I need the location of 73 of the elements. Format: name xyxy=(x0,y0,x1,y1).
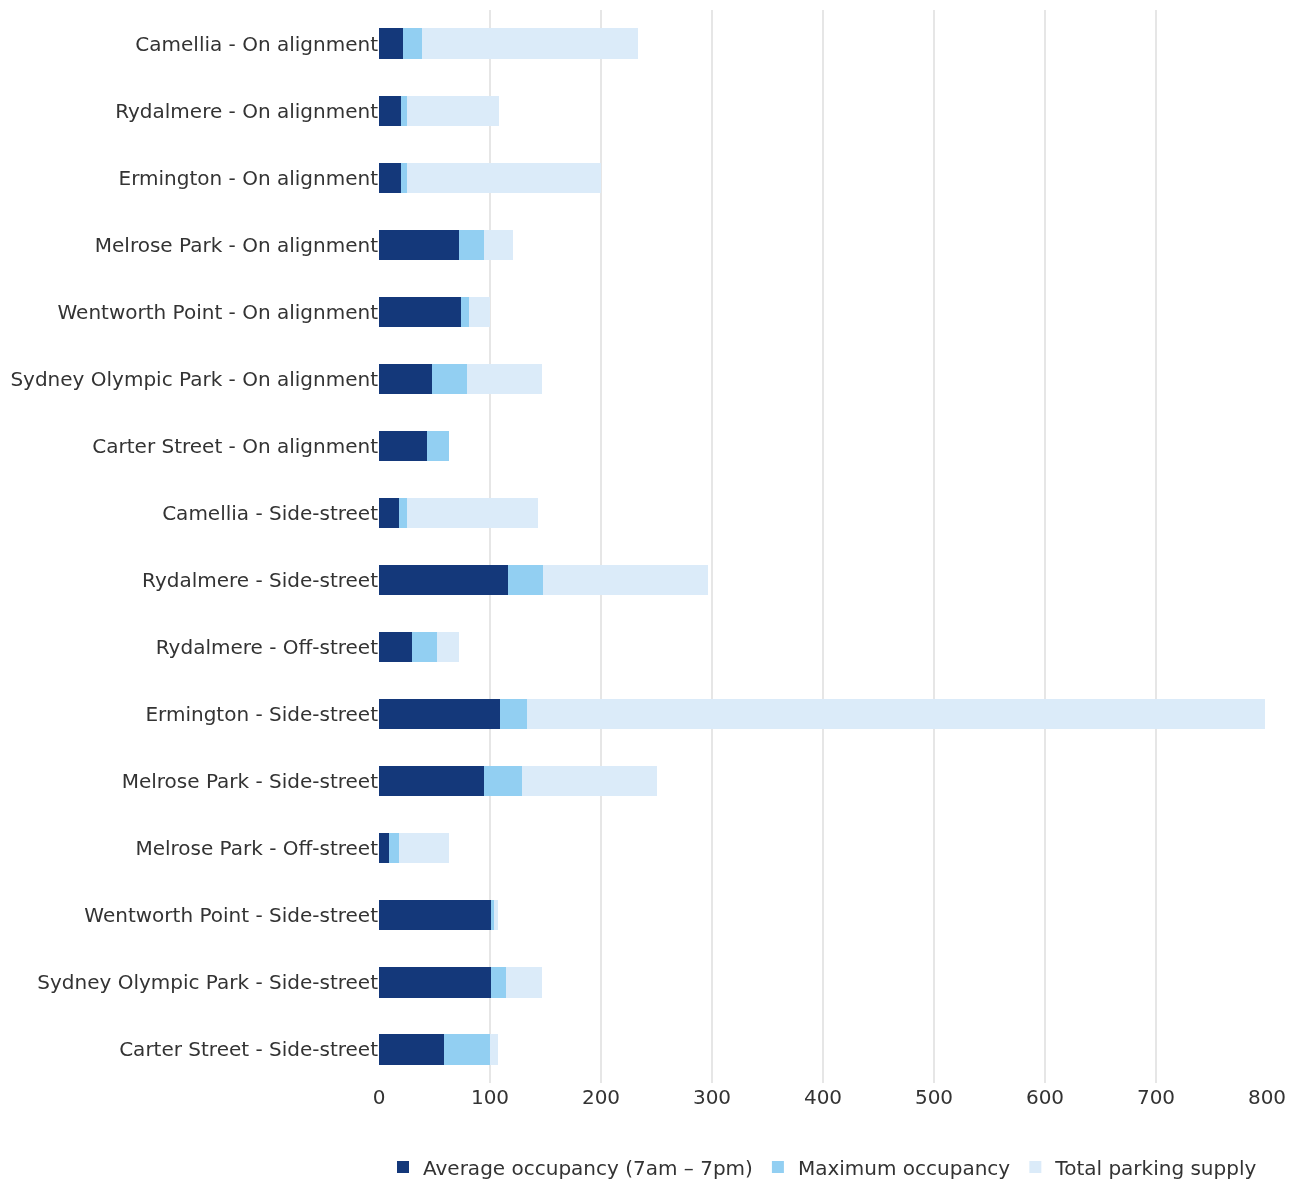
x-tick-label: 200 xyxy=(581,1085,621,1109)
bar xyxy=(422,28,638,59)
y-tick-label: Sydney Olympic Park - Side-street xyxy=(37,970,379,995)
bar xyxy=(499,699,527,730)
bar xyxy=(406,162,601,193)
bar xyxy=(379,28,404,59)
y-tick-label: Camellia - On alignment xyxy=(135,31,379,56)
x-tick-label: 100 xyxy=(470,1085,510,1109)
x-tick-label: 400 xyxy=(803,1085,843,1109)
bar xyxy=(426,430,449,461)
bar xyxy=(379,229,459,260)
x-tick-label: 0 xyxy=(372,1085,386,1109)
bar xyxy=(401,162,407,193)
y-tick-label: Camellia - Side-street xyxy=(162,500,379,525)
x-tick-label: 500 xyxy=(914,1085,954,1109)
y-tick-label: Melrose Park - On alignment xyxy=(94,232,379,257)
bar xyxy=(444,1034,490,1065)
bar xyxy=(379,699,500,730)
bar xyxy=(388,833,399,864)
bar xyxy=(526,699,1265,730)
bar xyxy=(490,1034,498,1065)
bar xyxy=(379,363,433,394)
y-tick-label: Melrose Park - Off-street xyxy=(135,836,379,861)
bar xyxy=(468,296,490,327)
bar xyxy=(398,833,449,864)
bar xyxy=(379,833,389,864)
x-tick-label: 700 xyxy=(1136,1085,1176,1109)
bar xyxy=(484,229,514,260)
y-tick-label: Ermington - On alignment xyxy=(118,165,379,190)
bar xyxy=(379,95,402,126)
bar xyxy=(406,95,499,126)
bar xyxy=(507,564,544,596)
bar xyxy=(379,497,399,529)
y-tick-label: Carter Street - Side-street xyxy=(119,1037,379,1062)
legend-label: Maximum occupancy xyxy=(797,1155,1011,1180)
y-tick-label: Wentworth Point - Side-street xyxy=(84,903,379,928)
bar xyxy=(379,766,485,797)
bar xyxy=(461,296,469,327)
x-tick-label: 800 xyxy=(1247,1085,1287,1109)
bar xyxy=(505,967,543,998)
bar xyxy=(412,632,437,663)
bar xyxy=(379,430,427,461)
y-tick-label: Rydalmere - On alignment xyxy=(115,98,379,123)
x-tick-label: 600 xyxy=(1025,1085,1065,1109)
bar xyxy=(436,632,459,663)
y-tick-label: Carter Street - On alignment xyxy=(92,433,379,458)
bar xyxy=(379,632,413,663)
legend-label: Average occupancy (7am – 7pm) xyxy=(423,1155,753,1180)
y-tick-label: Sydney Olympic Park - On alignment xyxy=(10,366,379,391)
bar xyxy=(379,900,492,931)
bar xyxy=(379,1034,445,1065)
y-tick-label: Melrose Park - Side-street xyxy=(121,769,379,794)
bar xyxy=(491,967,506,998)
y-tick-label: Rydalmere - Off-street xyxy=(155,635,379,660)
legend-label: Total parking supply xyxy=(1054,1155,1257,1180)
bar xyxy=(401,95,407,126)
y-tick-label: Rydalmere - Side-street xyxy=(142,568,379,593)
bar xyxy=(379,564,508,596)
bar xyxy=(458,229,485,260)
y-tick-label: Ermington - Side-street xyxy=(145,702,379,727)
y-tick-label: Wentworth Point - On alignment xyxy=(57,299,379,324)
bar xyxy=(522,766,657,797)
bar xyxy=(379,296,462,327)
bar xyxy=(432,363,467,394)
bar xyxy=(406,497,538,529)
x-tick-label: 300 xyxy=(692,1085,732,1109)
bar xyxy=(543,564,708,596)
bar xyxy=(403,28,423,59)
bar xyxy=(379,162,402,193)
bar xyxy=(379,967,492,998)
bar xyxy=(398,497,407,529)
bar xyxy=(484,766,523,797)
bar xyxy=(466,363,543,394)
